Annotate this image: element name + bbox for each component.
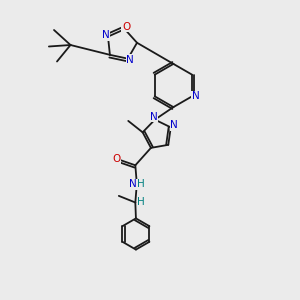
Text: N: N (102, 30, 110, 40)
Text: N: N (129, 179, 136, 190)
Text: N: N (126, 55, 134, 65)
Text: N: N (170, 120, 178, 130)
Text: O: O (112, 154, 120, 164)
Text: O: O (122, 22, 130, 32)
Text: N: N (192, 91, 200, 101)
Text: H: H (137, 179, 145, 190)
Text: N: N (149, 112, 157, 122)
Text: H: H (137, 197, 145, 207)
